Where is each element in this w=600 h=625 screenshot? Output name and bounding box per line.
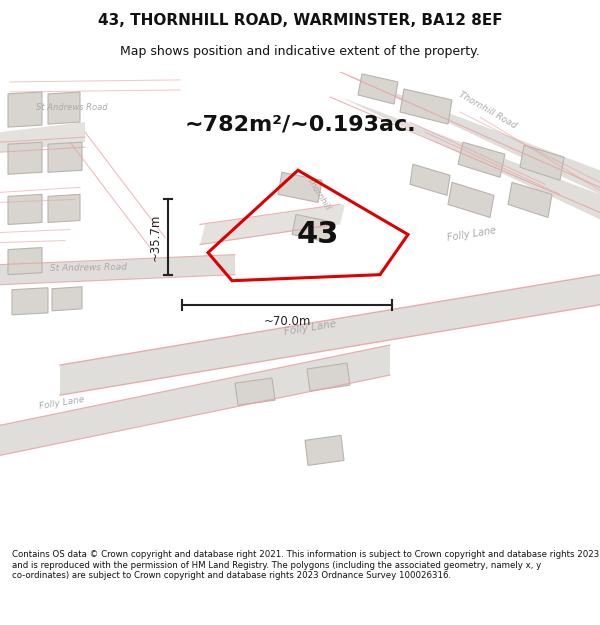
Polygon shape	[8, 248, 42, 274]
Polygon shape	[448, 182, 494, 218]
Polygon shape	[52, 287, 82, 311]
Polygon shape	[0, 122, 85, 152]
Text: Contains OS data © Crown copyright and database right 2021. This information is : Contains OS data © Crown copyright and d…	[12, 550, 599, 580]
Polygon shape	[292, 214, 334, 243]
Polygon shape	[48, 92, 80, 124]
Polygon shape	[520, 145, 564, 180]
Text: ~35.7m: ~35.7m	[149, 213, 161, 261]
Text: St Andrews Road: St Andrews Road	[49, 262, 127, 273]
Text: Folly Lane: Folly Lane	[283, 319, 337, 337]
Polygon shape	[410, 164, 450, 196]
Polygon shape	[200, 204, 345, 244]
Polygon shape	[0, 254, 235, 285]
Text: Folly Lane: Folly Lane	[39, 395, 85, 411]
Polygon shape	[8, 92, 42, 127]
Text: 43: 43	[297, 220, 339, 249]
Polygon shape	[60, 274, 600, 395]
Polygon shape	[307, 363, 350, 391]
Text: Thornhill: Thornhill	[304, 176, 332, 212]
Polygon shape	[278, 173, 322, 203]
Polygon shape	[305, 436, 344, 466]
Text: ~782m²/~0.193ac.: ~782m²/~0.193ac.	[184, 114, 416, 134]
Text: 43, THORNHILL ROAD, WARMINSTER, BA12 8EF: 43, THORNHILL ROAD, WARMINSTER, BA12 8EF	[98, 12, 502, 28]
Polygon shape	[235, 378, 275, 405]
Polygon shape	[340, 97, 600, 219]
Text: Folly Lane: Folly Lane	[447, 226, 497, 243]
Polygon shape	[340, 72, 600, 194]
Polygon shape	[358, 74, 398, 104]
Text: St Andrews Road: St Andrews Road	[36, 102, 108, 111]
Polygon shape	[12, 288, 48, 315]
Polygon shape	[8, 142, 42, 174]
Text: ~70.0m: ~70.0m	[263, 316, 311, 328]
Text: Thornhill Road: Thornhill Road	[457, 90, 518, 130]
Polygon shape	[48, 142, 82, 172]
Polygon shape	[400, 89, 452, 124]
Polygon shape	[8, 194, 42, 224]
Polygon shape	[458, 142, 505, 177]
Polygon shape	[0, 345, 390, 456]
Polygon shape	[48, 194, 80, 222]
Text: Map shows position and indicative extent of the property.: Map shows position and indicative extent…	[120, 45, 480, 58]
Polygon shape	[508, 182, 552, 218]
